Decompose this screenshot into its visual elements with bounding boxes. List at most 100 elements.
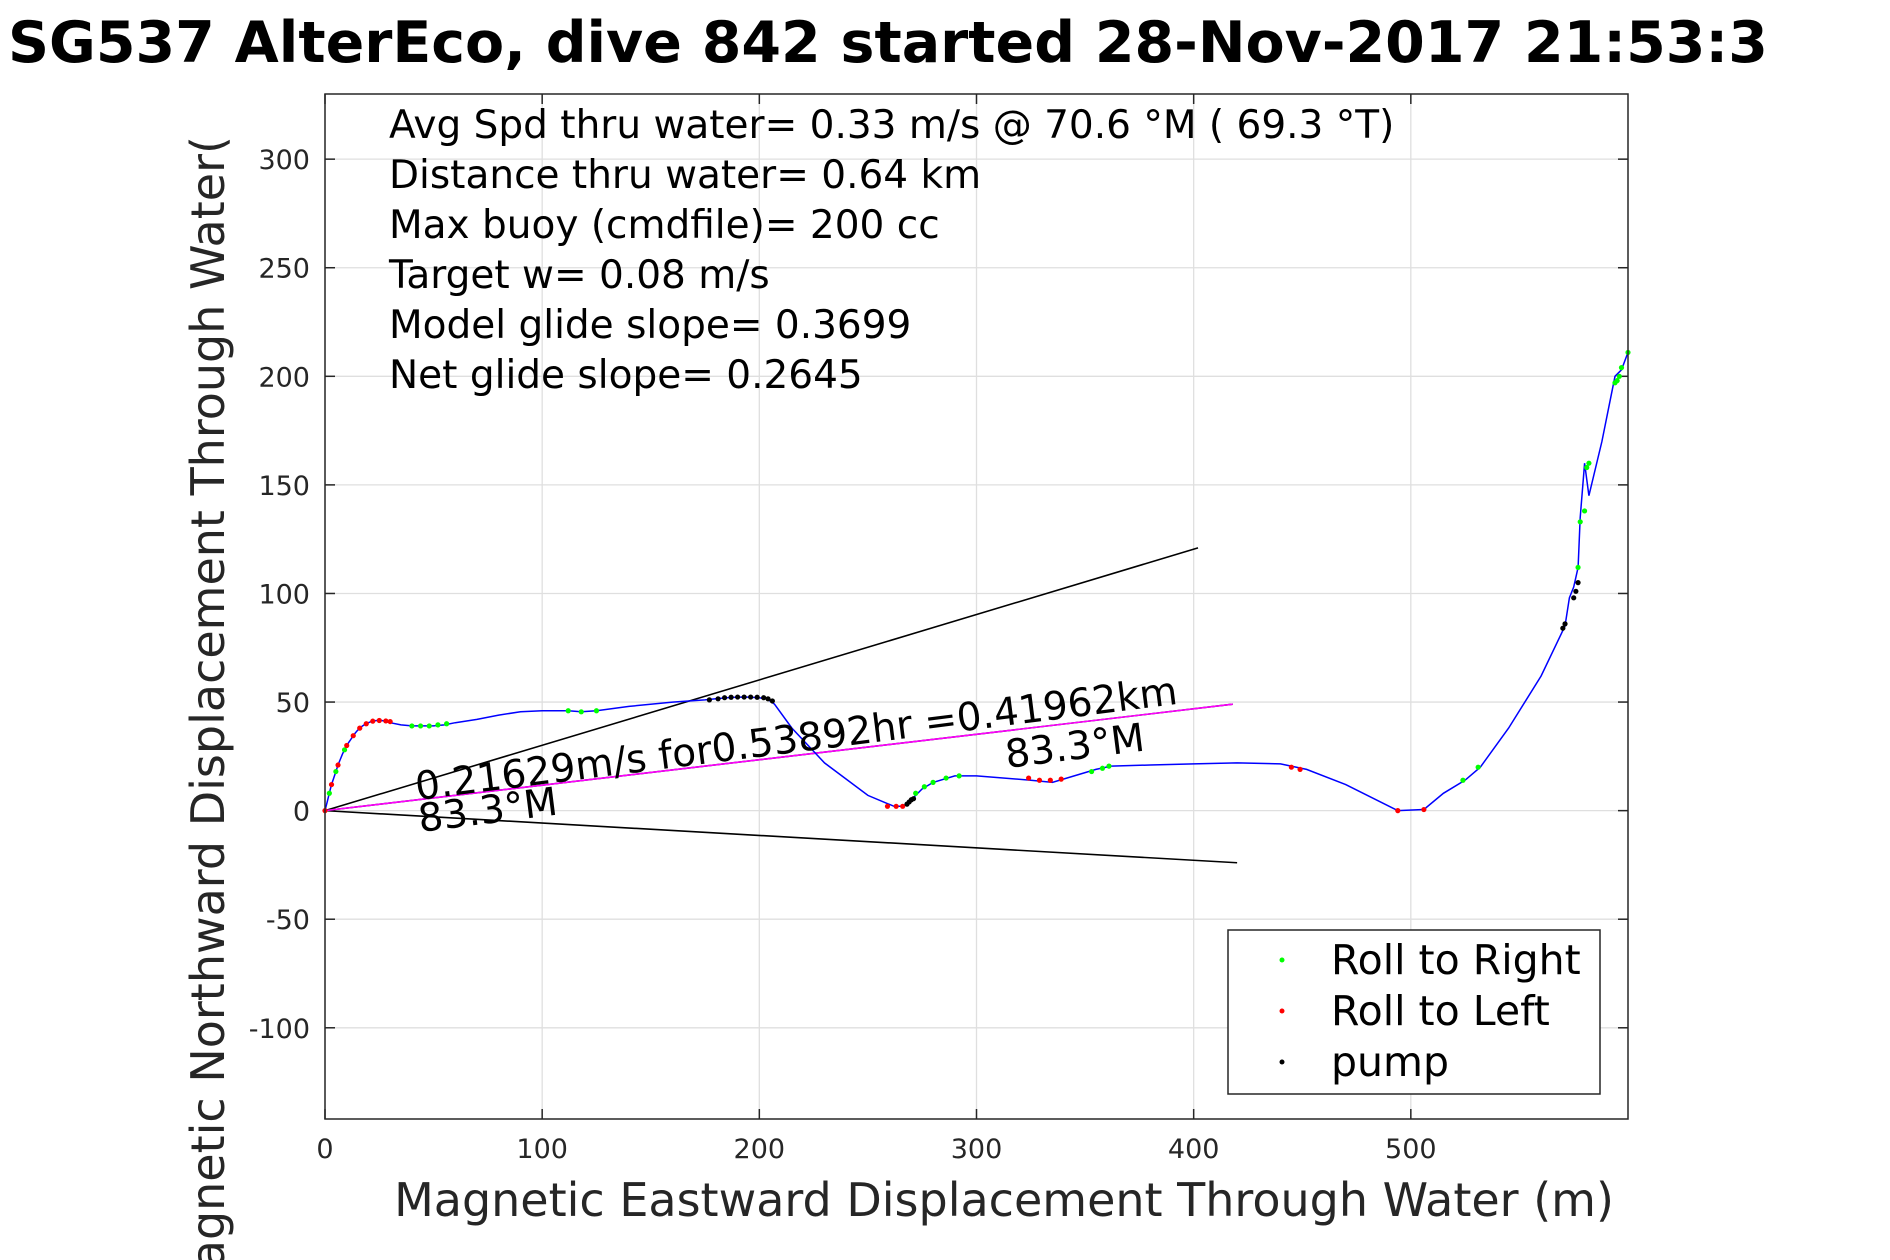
roll-right-point bbox=[1584, 464, 1590, 471]
roll-right-point bbox=[409, 723, 415, 729]
pump-point bbox=[1573, 588, 1579, 594]
roll-right-point bbox=[565, 708, 571, 714]
roll-right-point bbox=[930, 779, 936, 786]
roll-right-point bbox=[444, 721, 450, 727]
y-tick-label: 150 bbox=[258, 471, 310, 502]
x-axis-label: Magnetic Eastward Displacement Through W… bbox=[394, 1173, 1614, 1227]
roll-right-point bbox=[913, 790, 919, 796]
roll-right-point bbox=[417, 723, 424, 729]
x-tick-label: 200 bbox=[734, 1134, 786, 1165]
x-axis-ticks: 0 100 200 300 400 500 bbox=[316, 94, 1437, 1165]
roll-left-point bbox=[328, 781, 335, 788]
x-tick-label: 300 bbox=[951, 1134, 1003, 1165]
legend-marker-roll-right bbox=[1279, 957, 1285, 963]
roll-right-point bbox=[921, 784, 927, 790]
roll-right-point bbox=[956, 773, 962, 779]
legend-marker-pump bbox=[1279, 1059, 1285, 1065]
roll-right-point bbox=[1581, 508, 1588, 514]
y-tick-label: 50 bbox=[276, 688, 310, 719]
y-tick-label: 200 bbox=[258, 362, 310, 393]
pump-point bbox=[741, 694, 747, 700]
roll-right-point bbox=[333, 768, 339, 775]
pump-point bbox=[706, 697, 712, 703]
roll-left-point bbox=[383, 718, 389, 724]
roll-left-point bbox=[387, 718, 393, 725]
y-tick-label: 300 bbox=[258, 145, 310, 176]
legend-marker-roll-left bbox=[1279, 1008, 1285, 1014]
pump-point bbox=[721, 695, 728, 701]
roll-left-point bbox=[1047, 777, 1053, 783]
roll-left-point bbox=[893, 803, 899, 809]
y-tick-label: 250 bbox=[258, 254, 310, 285]
roll-left-point bbox=[1058, 776, 1064, 782]
pump-point bbox=[761, 695, 767, 701]
x-tick-label: 100 bbox=[516, 1134, 568, 1165]
pump-point bbox=[769, 698, 775, 704]
roll-left-point bbox=[363, 721, 369, 727]
pump-point bbox=[765, 696, 771, 702]
legend-label-pump: pump bbox=[1331, 1038, 1449, 1086]
legend: Roll to Right Roll to Left pump bbox=[1227, 929, 1601, 1095]
pump-point bbox=[735, 694, 741, 700]
y-axis-label: Magnetic Northward Displacement Through … bbox=[181, 136, 235, 1260]
roll-left-point bbox=[1288, 764, 1294, 770]
pump-point bbox=[1571, 595, 1577, 601]
y-tick-label: 100 bbox=[258, 579, 310, 610]
annotation-line: Distance thru water= 0.64 km bbox=[389, 153, 981, 198]
roll-left-point bbox=[900, 803, 906, 809]
roll-right-point bbox=[341, 747, 348, 753]
plot-area bbox=[322, 349, 1631, 864]
roll-right-point bbox=[1460, 777, 1466, 783]
pump-point bbox=[715, 696, 721, 702]
y-tick-label: -50 bbox=[266, 905, 310, 936]
roll-left-point bbox=[1297, 766, 1303, 772]
roll-right-point bbox=[1616, 373, 1622, 379]
roll-right-point bbox=[1088, 768, 1095, 775]
roll-left-point bbox=[357, 725, 363, 731]
roll-right-point bbox=[1575, 564, 1581, 571]
pump-point bbox=[1562, 621, 1568, 627]
y-tick-label: 0 bbox=[293, 797, 310, 828]
roll-right-point bbox=[1618, 365, 1625, 371]
roll-right-point bbox=[426, 723, 432, 729]
roll-left-point bbox=[376, 717, 382, 724]
legend-box bbox=[1227, 929, 1601, 1095]
annotation-line: Max buoy (cmdfile)= 200 cc bbox=[389, 203, 940, 248]
roll-left-point bbox=[1036, 777, 1043, 783]
axes-box bbox=[324, 93, 1629, 1120]
roll-left-point bbox=[350, 733, 356, 739]
y-tick-label: -100 bbox=[249, 1014, 310, 1045]
pump-point bbox=[1560, 625, 1566, 631]
pump-point bbox=[1575, 580, 1581, 586]
roll-right-point bbox=[435, 722, 441, 728]
roll-right-point bbox=[578, 709, 584, 715]
roll-left-point bbox=[335, 762, 341, 768]
reference-line bbox=[324, 809, 1238, 864]
annotation-line: Target w= 0.08 m/s bbox=[388, 253, 770, 298]
annotation-line: Net glide slope= 0.2645 bbox=[389, 353, 863, 398]
x-tick-label: 400 bbox=[1168, 1134, 1220, 1165]
roll-right-point bbox=[1577, 519, 1583, 525]
pump-point bbox=[910, 796, 917, 802]
stats-annotations: Avg Spd thru water= 0.33 m/s @ 70.6 °M (… bbox=[388, 103, 1394, 398]
roll-right-point bbox=[1614, 378, 1620, 384]
pump-point bbox=[754, 694, 760, 700]
chart-title: SG537 AlterEco, dive 842 started 28-Nov-… bbox=[8, 10, 1768, 76]
roll-left-point bbox=[884, 803, 891, 809]
roll-right-point bbox=[943, 775, 949, 781]
roll-right-point bbox=[1586, 460, 1592, 466]
roll-right-point bbox=[593, 708, 600, 714]
roll-left-point bbox=[1026, 775, 1032, 781]
roll-left-point bbox=[370, 718, 376, 724]
annotation-line: Avg Spd thru water= 0.33 m/s @ 70.6 °M (… bbox=[389, 103, 1394, 148]
roll-left-point bbox=[344, 742, 350, 749]
annotation-line: Model glide slope= 0.3699 bbox=[389, 303, 911, 348]
x-tick-label: 0 bbox=[316, 1134, 333, 1165]
roll-right-point bbox=[1106, 763, 1112, 769]
roll-left-point bbox=[1421, 806, 1427, 813]
roll-left-point bbox=[1395, 808, 1401, 814]
pump-point bbox=[728, 694, 734, 700]
x-tick-label: 500 bbox=[1385, 1134, 1437, 1165]
roll-right-point bbox=[326, 790, 332, 796]
